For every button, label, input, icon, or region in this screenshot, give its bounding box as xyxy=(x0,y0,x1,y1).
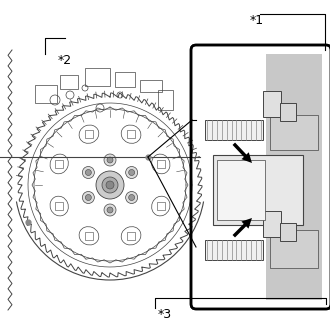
Polygon shape xyxy=(241,218,252,229)
Bar xyxy=(205,120,263,140)
Bar xyxy=(127,130,135,138)
Bar xyxy=(85,232,93,240)
Circle shape xyxy=(104,204,116,216)
Circle shape xyxy=(129,169,135,175)
Bar xyxy=(270,115,318,150)
Bar xyxy=(263,211,281,237)
Circle shape xyxy=(126,191,138,204)
Bar xyxy=(217,160,265,220)
Circle shape xyxy=(85,194,91,200)
Bar xyxy=(205,240,263,260)
Bar xyxy=(55,160,63,168)
Circle shape xyxy=(107,157,113,163)
Circle shape xyxy=(82,191,94,204)
Bar xyxy=(127,232,135,240)
Text: *1: *1 xyxy=(250,14,264,27)
Circle shape xyxy=(85,169,91,175)
Bar xyxy=(266,54,322,300)
Bar xyxy=(85,130,93,138)
Bar xyxy=(280,103,296,121)
Circle shape xyxy=(107,207,113,213)
Circle shape xyxy=(104,154,116,166)
Circle shape xyxy=(102,177,118,193)
Circle shape xyxy=(126,166,138,179)
Bar xyxy=(280,223,296,241)
Circle shape xyxy=(82,166,94,179)
Bar xyxy=(213,155,303,225)
Text: *3: *3 xyxy=(158,308,172,321)
Bar xyxy=(270,230,318,268)
Circle shape xyxy=(96,171,124,199)
Bar xyxy=(157,160,165,168)
Bar xyxy=(55,202,63,210)
Text: *2: *2 xyxy=(58,54,72,67)
Circle shape xyxy=(129,194,135,200)
Bar xyxy=(35,85,57,103)
Polygon shape xyxy=(242,152,252,163)
Bar xyxy=(85,68,110,86)
Bar xyxy=(158,90,173,110)
Bar xyxy=(140,80,162,92)
Bar xyxy=(157,202,165,210)
Circle shape xyxy=(106,181,114,189)
Bar xyxy=(60,75,78,89)
Bar xyxy=(115,72,135,87)
Bar xyxy=(263,91,281,117)
